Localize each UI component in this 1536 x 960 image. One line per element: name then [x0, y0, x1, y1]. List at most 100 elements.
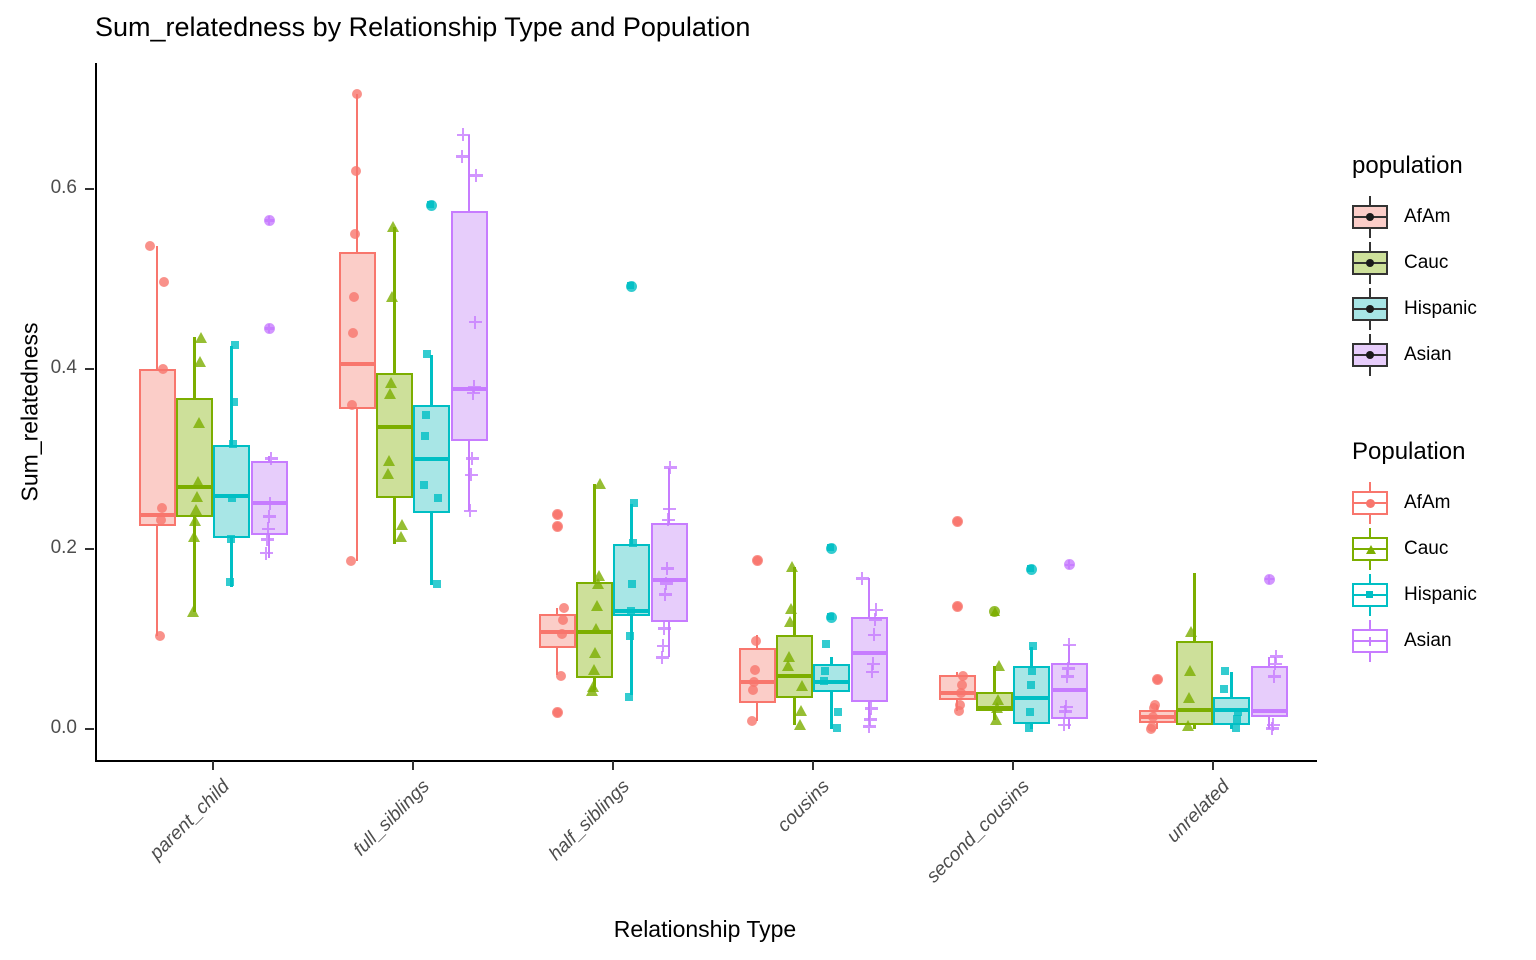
- legend-title: population: [1352, 152, 1463, 179]
- jitter-point: [385, 291, 398, 303]
- x-tick-label: half_siblings: [545, 776, 634, 865]
- whisker-upper: [1230, 671, 1233, 698]
- plus-bar: [661, 639, 665, 653]
- plus-bar: [871, 657, 875, 671]
- median-line: [338, 362, 376, 367]
- jitter-point: [559, 603, 569, 613]
- median-line: [1050, 687, 1088, 692]
- legend-entry-afam: AfAm: [1352, 480, 1536, 526]
- jitter-point: [1027, 666, 1036, 675]
- x-tick-label: unrelated: [1162, 776, 1234, 847]
- jitter-point: [655, 650, 669, 664]
- jitter-point: [395, 518, 408, 530]
- legend-key-boxplot-icon: [1352, 334, 1388, 376]
- jitter-point: [629, 498, 638, 507]
- jitter-point: [658, 588, 672, 602]
- jitter-point: [558, 614, 568, 625]
- jitter-point: [783, 615, 796, 627]
- jitter-point: [394, 531, 407, 543]
- jitter-point: [188, 515, 201, 527]
- median-line: [450, 386, 488, 391]
- jitter-point: [1058, 704, 1072, 718]
- jitter-point: [191, 475, 204, 487]
- median-line: [813, 679, 851, 684]
- whisker-lower: [1193, 724, 1196, 729]
- legend-population-outline: Population AfAm Cauc Hispanic Asian: [1352, 438, 1536, 664]
- jitter-point: [155, 630, 165, 641]
- whisker-upper: [993, 665, 996, 692]
- y-tick-label: 0.4: [50, 356, 77, 378]
- median-line: [850, 650, 888, 655]
- plus-bar: [667, 502, 671, 516]
- jitter-point: [1025, 708, 1034, 717]
- jitter-point: [784, 602, 797, 614]
- plus-bar: [267, 509, 271, 523]
- jitter-point: [351, 165, 361, 176]
- plus-bar: [666, 513, 670, 527]
- x-tick-mark: [1012, 761, 1014, 770]
- jitter-point: [585, 685, 598, 697]
- key-point: [1366, 259, 1374, 267]
- plus-bar: [1067, 638, 1071, 652]
- plus-bar: [460, 150, 464, 164]
- plus-bar: [668, 461, 672, 475]
- jitter-point: [193, 356, 206, 368]
- jitter-point: [1220, 666, 1229, 675]
- jitter-point: [868, 613, 882, 627]
- jitter-point: [781, 660, 794, 672]
- plus-bar: [469, 468, 473, 482]
- plus-bar: [860, 571, 864, 585]
- outlier-overlay-marker: [627, 281, 635, 289]
- jitter-point: [225, 577, 234, 586]
- plus-bar: [268, 497, 272, 511]
- whisker-upper: [155, 245, 159, 369]
- x-tick-label: second_cousins: [922, 776, 1034, 888]
- outlier-overlay-marker: [827, 544, 835, 552]
- jitter-point: [659, 577, 673, 591]
- jitter-point: [348, 327, 358, 338]
- whisker-upper: [1067, 644, 1071, 663]
- whisker-lower: [630, 616, 633, 696]
- whisker-upper: [1030, 646, 1033, 667]
- whisker-upper: [430, 355, 433, 405]
- jitter-point: [869, 603, 883, 617]
- y-tick-mark: [85, 367, 94, 370]
- key-shape-marker: [1365, 636, 1375, 646]
- plus-bar: [872, 628, 876, 642]
- plus-bar: [471, 386, 475, 400]
- jitter-point: [1183, 664, 1196, 676]
- legend-key-boxplot-icon: [1352, 528, 1388, 570]
- jitter-point: [591, 578, 604, 590]
- whisker-lower: [830, 691, 833, 729]
- jitter-point: [346, 556, 356, 567]
- jitter-point: [819, 676, 828, 685]
- legend-entry-cauc: Cauc: [1352, 240, 1536, 286]
- jitter-point: [349, 291, 359, 302]
- jitter-point: [855, 571, 869, 585]
- whisker-upper: [555, 608, 559, 615]
- median-line: [175, 485, 213, 490]
- plus-bar: [664, 577, 668, 591]
- plus-bar: [265, 533, 269, 547]
- whisker-lower: [555, 647, 559, 675]
- jitter-point: [592, 570, 605, 582]
- jitter-point: [593, 478, 606, 490]
- jitter-point: [352, 89, 362, 100]
- median-line: [1213, 707, 1251, 712]
- median-line: [1175, 707, 1213, 712]
- box: [850, 617, 888, 702]
- jitter-point: [661, 513, 675, 527]
- jitter-point: [956, 688, 966, 699]
- legend-key-boxplot-icon: [1352, 574, 1388, 616]
- jitter-point: [433, 494, 442, 503]
- whisker-lower: [867, 701, 871, 720]
- jitter-point: [785, 561, 798, 573]
- whisker-lower: [755, 703, 759, 722]
- median-line: [1250, 709, 1288, 714]
- legend-entry-cauc: Cauc: [1352, 526, 1536, 572]
- whisker-lower: [155, 526, 159, 636]
- key-shape-marker: [1365, 544, 1376, 554]
- plus-bar: [461, 128, 465, 142]
- jitter-point: [192, 417, 205, 429]
- plus-bar: [264, 546, 268, 560]
